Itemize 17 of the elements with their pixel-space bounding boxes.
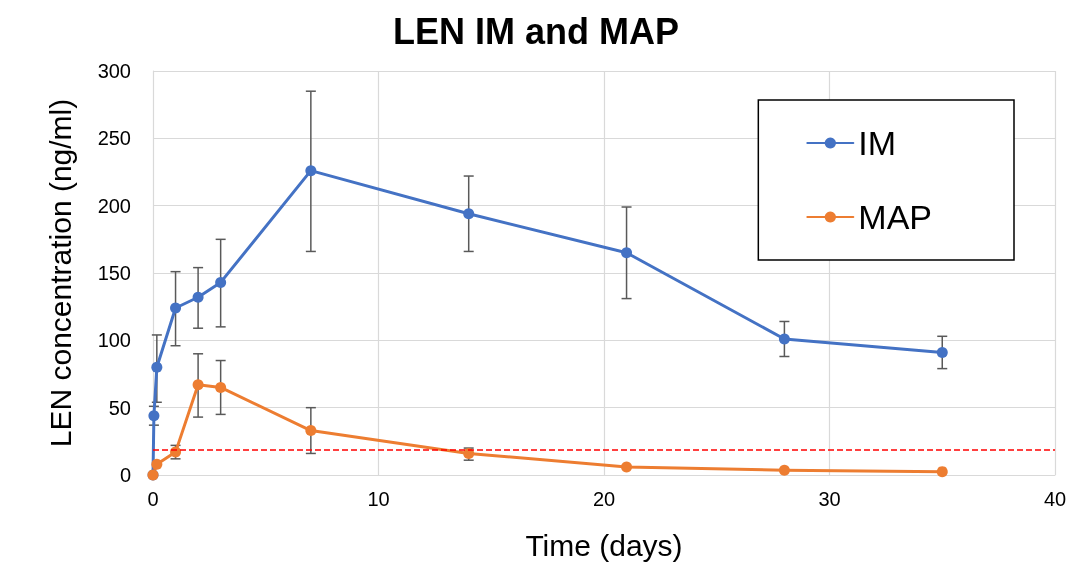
y-tick-label: 300 xyxy=(97,60,131,82)
chart-title: LEN IM and MAP xyxy=(393,10,679,52)
y-tick-label: 100 xyxy=(97,329,131,352)
y-tick-label: 150 xyxy=(97,262,131,284)
y-axis-title: LEN concentration (ng/ml) xyxy=(43,98,77,448)
legend-label: IM xyxy=(858,124,897,162)
y-tick-label: 50 xyxy=(108,396,131,419)
x-tick-label: 0 xyxy=(147,488,159,510)
x-tick-label: 10 xyxy=(367,488,390,510)
y-tick-label: 0 xyxy=(119,464,131,486)
y-tick-label: 250 xyxy=(97,127,131,150)
x-axis-title: Time (days) xyxy=(525,528,683,562)
legend-label: MAP xyxy=(858,198,933,236)
x-tick-label: 20 xyxy=(592,488,616,510)
x-tick-label: 40 xyxy=(1043,488,1067,510)
x-tick-label: 30 xyxy=(818,488,841,510)
y-tick-label: 200 xyxy=(97,194,131,217)
